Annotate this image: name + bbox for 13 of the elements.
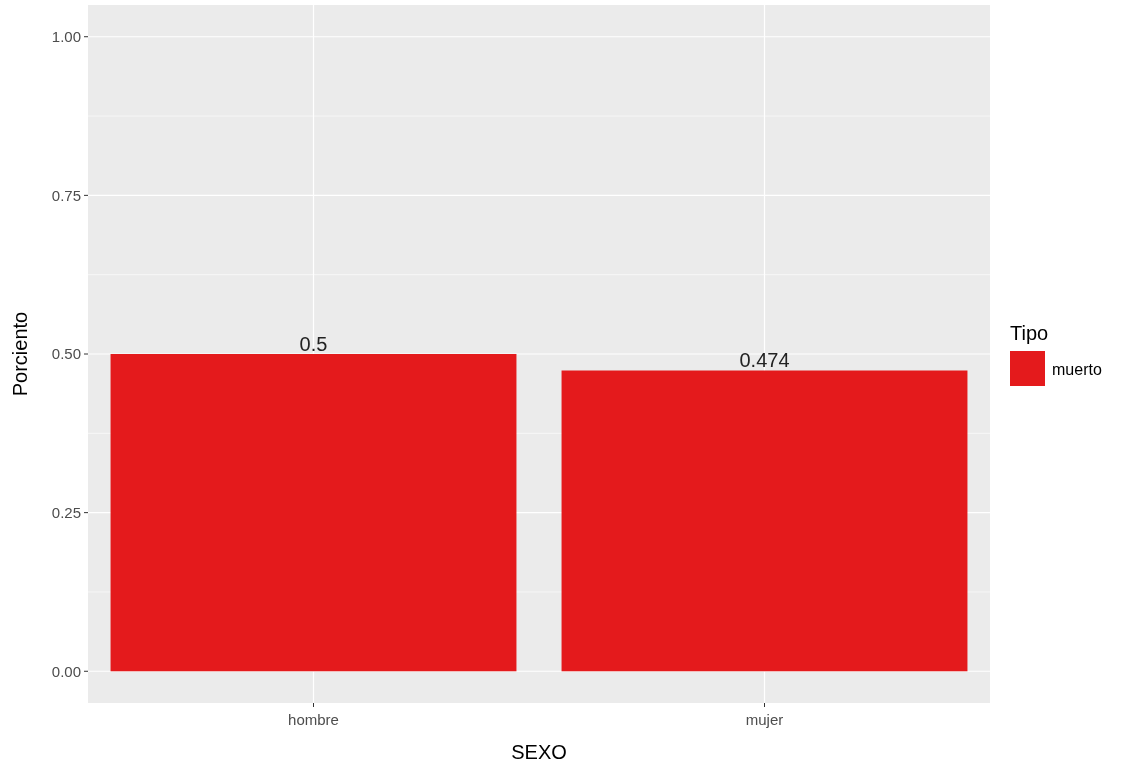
- x-tick-label: hombre: [288, 711, 339, 728]
- legend-label: muerto: [1052, 360, 1102, 378]
- y-tick-label: 0.00: [51, 662, 81, 680]
- x-tick-label: mujer: [745, 711, 784, 728]
- y-tick-label: 0.25: [51, 503, 81, 521]
- x-axis-title: SEXO: [511, 741, 567, 763]
- y-tick-label: 0.50: [51, 345, 81, 363]
- y-axis-title: Porciento: [9, 311, 31, 397]
- y-tick-label: 0.75: [51, 186, 81, 204]
- legend-title: Tipo: [1010, 322, 1049, 344]
- y-tick-label: 1.00: [51, 27, 81, 45]
- data-label: 0.5: [299, 333, 328, 355]
- data-label: 0.474: [739, 349, 790, 372]
